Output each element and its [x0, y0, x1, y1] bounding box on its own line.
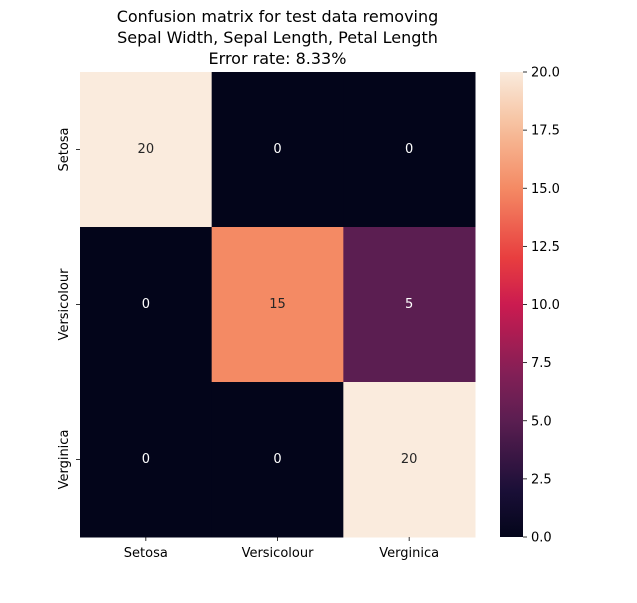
cell-annotation: 0 [405, 142, 413, 157]
heatmap-cell [343, 227, 476, 383]
heatmap-cell [343, 72, 476, 228]
heatmap-cell [80, 382, 213, 538]
colorbar-tick-label: 20.0 [531, 66, 560, 81]
heatmap-cell [80, 72, 213, 228]
cell-annotation: 0 [273, 142, 281, 157]
colorbar-tick-label: 2.5 [531, 472, 552, 487]
x-axis-ticks: Setosa Versicolour Verginica [124, 537, 439, 561]
cell-annotation: 5 [405, 297, 413, 312]
colorbar-tick-label: 15.0 [531, 182, 560, 197]
heatmap-cells [80, 72, 476, 538]
y-axis-ticks: Setosa Versicolour Verginica [57, 127, 80, 489]
x-tick-label: Versicolour [242, 546, 315, 561]
heatmap-cell [211, 382, 344, 538]
colorbar-tick-label: 7.5 [531, 356, 552, 371]
x-tick-label: Setosa [124, 546, 168, 561]
chart-title: Confusion matrix for test data removing S… [117, 7, 439, 68]
y-tick-label: Setosa [57, 127, 72, 171]
y-tick-label: Verginica [57, 430, 72, 490]
colorbar-ticks: 0.0 2.5 5.0 7.5 10.0 12.5 15.0 17.5 20.0 [523, 66, 560, 546]
heatmap-cell [211, 227, 344, 383]
colorbar-tick-label: 12.5 [531, 240, 560, 255]
cell-annotation: 0 [142, 452, 150, 467]
title-line: Sepal Width, Sepal Length, Petal Length [117, 28, 438, 47]
colorbar [500, 72, 523, 537]
cell-annotation: 0 [142, 297, 150, 312]
title-line: Confusion matrix for test data removing [117, 7, 439, 26]
colorbar-tick-label: 17.5 [531, 124, 560, 139]
y-tick-label: Versicolour [57, 268, 72, 341]
colorbar-tick-label: 0.0 [531, 531, 552, 546]
heatmap-cell [211, 72, 344, 228]
cell-annotation: 15 [269, 297, 286, 312]
cell-annotation: 20 [138, 142, 155, 157]
heatmap-cell [343, 382, 476, 538]
cell-annotation: 20 [401, 452, 418, 467]
heatmap-cell [80, 227, 213, 383]
colorbar-tick-label: 10.0 [531, 298, 560, 313]
cell-annotation: 0 [273, 452, 281, 467]
colorbar-tick-label: 5.0 [531, 414, 552, 429]
title-line: Error rate: 8.33% [209, 49, 347, 68]
heatmap-annotations: 20 0 0 0 15 5 0 0 20 [138, 142, 418, 467]
x-tick-label: Verginica [379, 546, 439, 561]
